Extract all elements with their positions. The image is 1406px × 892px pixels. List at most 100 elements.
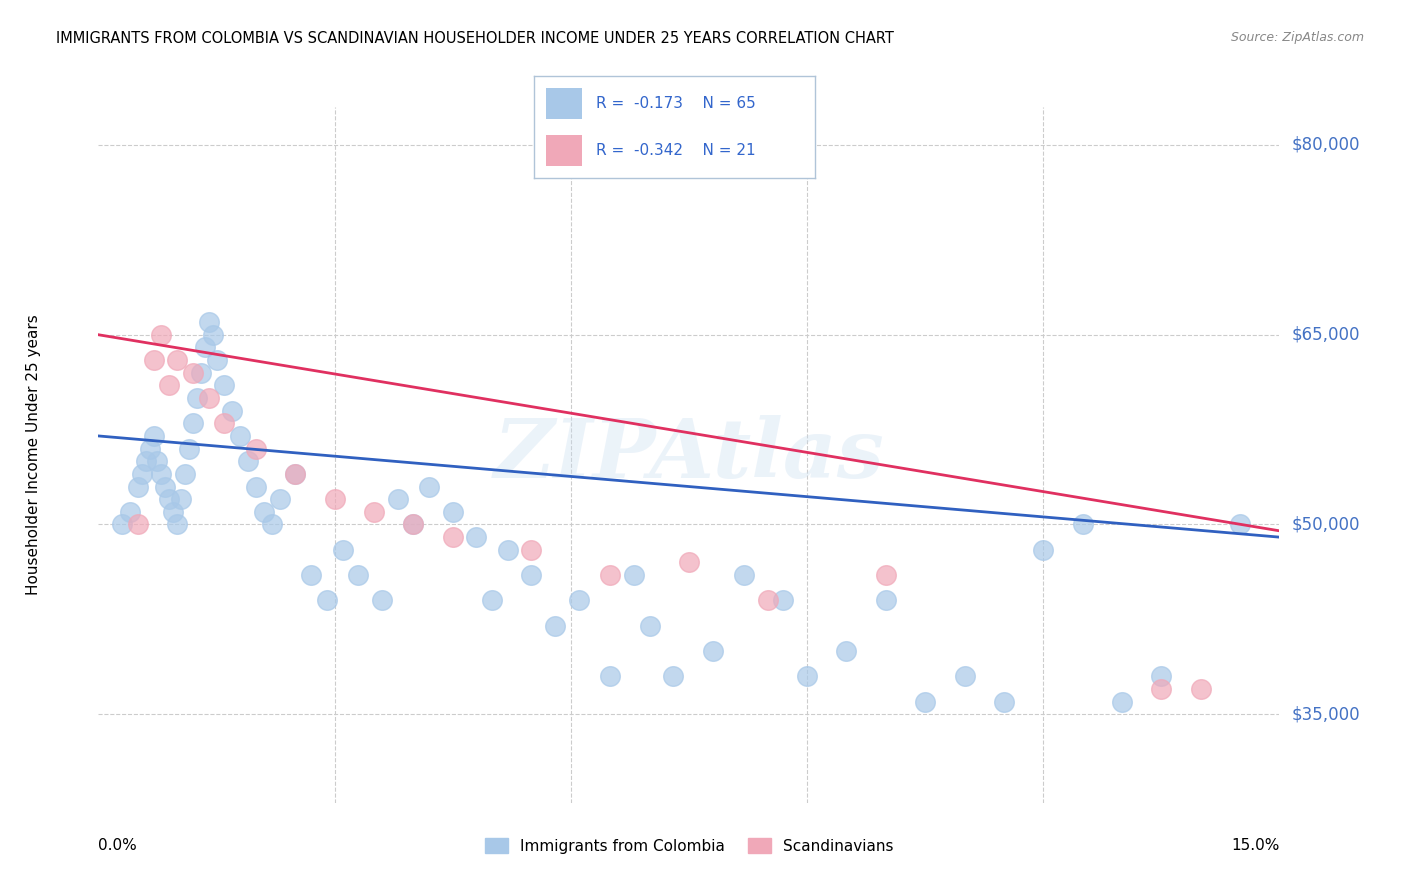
Point bbox=[796, 669, 818, 683]
Point bbox=[155, 479, 177, 493]
Point bbox=[142, 353, 165, 368]
Point bbox=[150, 327, 173, 342]
Point bbox=[953, 669, 976, 683]
Point bbox=[1111, 695, 1133, 709]
Text: 15.0%: 15.0% bbox=[1232, 838, 1279, 853]
Point bbox=[1071, 517, 1094, 532]
Point bbox=[118, 505, 141, 519]
Point bbox=[284, 467, 307, 481]
Point bbox=[402, 517, 425, 532]
Point bbox=[520, 542, 543, 557]
Point bbox=[418, 479, 440, 493]
Point bbox=[599, 568, 621, 582]
Point bbox=[702, 644, 724, 658]
Text: $50,000: $50,000 bbox=[1291, 516, 1360, 533]
Legend: Immigrants from Colombia, Scandinavians: Immigrants from Colombia, Scandinavians bbox=[477, 830, 901, 862]
Point bbox=[465, 530, 488, 544]
Point bbox=[177, 442, 200, 456]
Point bbox=[166, 517, 188, 532]
Point bbox=[229, 429, 252, 443]
Point bbox=[162, 505, 184, 519]
Point bbox=[662, 669, 685, 683]
Point bbox=[127, 479, 149, 493]
Point bbox=[181, 366, 204, 380]
Point bbox=[236, 454, 259, 468]
Point bbox=[214, 378, 236, 392]
Text: $65,000: $65,000 bbox=[1291, 326, 1360, 343]
Point bbox=[245, 479, 267, 493]
Point bbox=[638, 618, 661, 632]
Point bbox=[205, 353, 228, 368]
Point bbox=[520, 568, 543, 582]
Point bbox=[260, 517, 283, 532]
Text: Householder Income Under 25 years: Householder Income Under 25 years bbox=[25, 315, 41, 595]
Point bbox=[756, 593, 779, 607]
Point bbox=[142, 429, 165, 443]
Point bbox=[201, 327, 224, 342]
Point bbox=[387, 492, 409, 507]
Point bbox=[181, 417, 204, 431]
Point bbox=[194, 340, 217, 354]
Point bbox=[174, 467, 197, 481]
Bar bbox=[546, 136, 582, 166]
Text: Source: ZipAtlas.com: Source: ZipAtlas.com bbox=[1230, 31, 1364, 45]
Point bbox=[544, 618, 567, 632]
Point bbox=[835, 644, 858, 658]
Text: ZIPAtlas: ZIPAtlas bbox=[494, 415, 884, 495]
Point bbox=[441, 505, 464, 519]
Point bbox=[1150, 669, 1173, 683]
Point bbox=[402, 517, 425, 532]
Point bbox=[875, 593, 897, 607]
Point bbox=[190, 366, 212, 380]
Text: R =  -0.173    N = 65: R = -0.173 N = 65 bbox=[596, 96, 756, 111]
Point bbox=[733, 568, 755, 582]
Point bbox=[1229, 517, 1251, 532]
Point bbox=[1189, 681, 1212, 696]
Text: $80,000: $80,000 bbox=[1291, 136, 1360, 154]
Text: $35,000: $35,000 bbox=[1291, 706, 1360, 723]
Point bbox=[323, 492, 346, 507]
Point bbox=[170, 492, 193, 507]
Point bbox=[371, 593, 394, 607]
Point bbox=[214, 417, 236, 431]
Point bbox=[299, 568, 322, 582]
Point bbox=[914, 695, 936, 709]
Point bbox=[1032, 542, 1054, 557]
Point bbox=[221, 403, 243, 417]
Point bbox=[157, 492, 180, 507]
Text: 0.0%: 0.0% bbox=[98, 838, 138, 853]
Point bbox=[150, 467, 173, 481]
Point bbox=[678, 556, 700, 570]
Point bbox=[441, 530, 464, 544]
Bar bbox=[546, 88, 582, 119]
Point bbox=[131, 467, 153, 481]
Point bbox=[315, 593, 337, 607]
Point bbox=[363, 505, 385, 519]
Point bbox=[332, 542, 354, 557]
Point bbox=[599, 669, 621, 683]
Point bbox=[186, 391, 208, 405]
Point bbox=[197, 315, 219, 329]
Point bbox=[135, 454, 157, 468]
Point bbox=[166, 353, 188, 368]
Point bbox=[496, 542, 519, 557]
Point bbox=[875, 568, 897, 582]
Point bbox=[481, 593, 503, 607]
Point bbox=[284, 467, 307, 481]
Point bbox=[269, 492, 291, 507]
Point bbox=[347, 568, 370, 582]
Point bbox=[245, 442, 267, 456]
Point bbox=[253, 505, 276, 519]
Point bbox=[138, 442, 160, 456]
Point bbox=[111, 517, 134, 532]
Point bbox=[993, 695, 1015, 709]
Point bbox=[197, 391, 219, 405]
Point bbox=[568, 593, 591, 607]
Point bbox=[157, 378, 180, 392]
Point bbox=[127, 517, 149, 532]
Point bbox=[772, 593, 794, 607]
Point bbox=[623, 568, 645, 582]
Point bbox=[146, 454, 169, 468]
Point bbox=[1150, 681, 1173, 696]
Text: R =  -0.342    N = 21: R = -0.342 N = 21 bbox=[596, 144, 756, 158]
